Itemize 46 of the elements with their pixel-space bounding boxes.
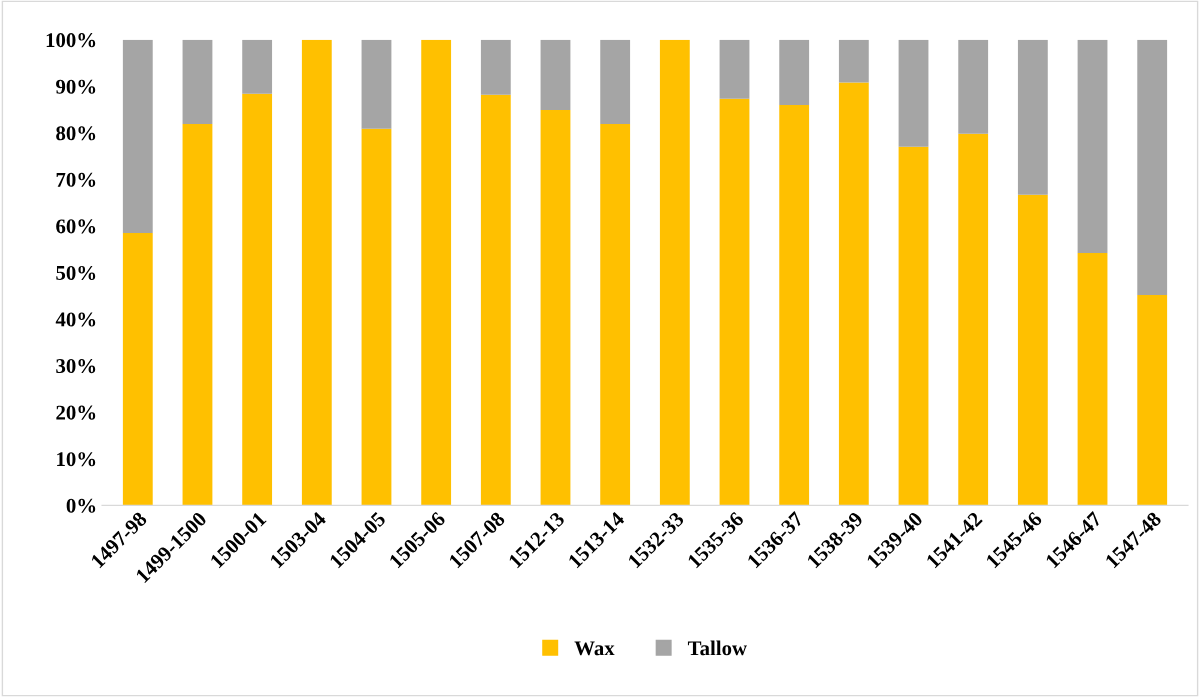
legend-label: Wax <box>574 641 615 656</box>
bar <box>361 128 392 506</box>
legend-label: Tallow <box>687 640 747 656</box>
bar <box>480 94 511 506</box>
bar <box>301 39 332 506</box>
bar <box>182 124 213 506</box>
bar <box>719 98 750 506</box>
y-tick-label: 80% <box>56 126 96 141</box>
bar <box>1077 39 1108 253</box>
bar <box>122 232 153 506</box>
bar <box>958 133 989 506</box>
bar <box>600 39 631 124</box>
bar <box>1017 194 1048 506</box>
bar <box>242 39 273 94</box>
bar <box>480 39 511 95</box>
y-tick-label: 40% <box>55 312 96 327</box>
bar <box>838 39 869 83</box>
y-tick-label: 30% <box>56 359 96 374</box>
bar <box>1077 252 1108 506</box>
y-tick-label: 100% <box>46 33 96 48</box>
bar <box>1017 39 1048 195</box>
bar <box>242 93 273 506</box>
bar <box>361 39 392 129</box>
bar <box>838 82 869 506</box>
bar <box>719 39 750 99</box>
bar <box>779 104 810 506</box>
bar <box>540 110 571 506</box>
y-tick-label: 10% <box>57 452 96 467</box>
bar <box>898 146 929 506</box>
y-tick-label: 0% <box>66 498 96 513</box>
bar <box>659 39 690 506</box>
y-tick-label: 50% <box>56 265 96 281</box>
bar <box>958 39 989 134</box>
bar <box>898 39 929 147</box>
bar <box>421 39 452 506</box>
bar <box>122 39 153 233</box>
y-tick-label: 60% <box>56 219 96 234</box>
bar <box>600 124 631 506</box>
bar <box>182 39 213 124</box>
bar <box>779 39 810 105</box>
bar <box>540 39 571 111</box>
bar <box>1137 39 1168 295</box>
y-tick-label: 20% <box>56 405 96 420</box>
y-tick-label: 90% <box>56 79 96 94</box>
y-tick-label: 70% <box>56 172 96 187</box>
bar <box>1137 294 1168 506</box>
